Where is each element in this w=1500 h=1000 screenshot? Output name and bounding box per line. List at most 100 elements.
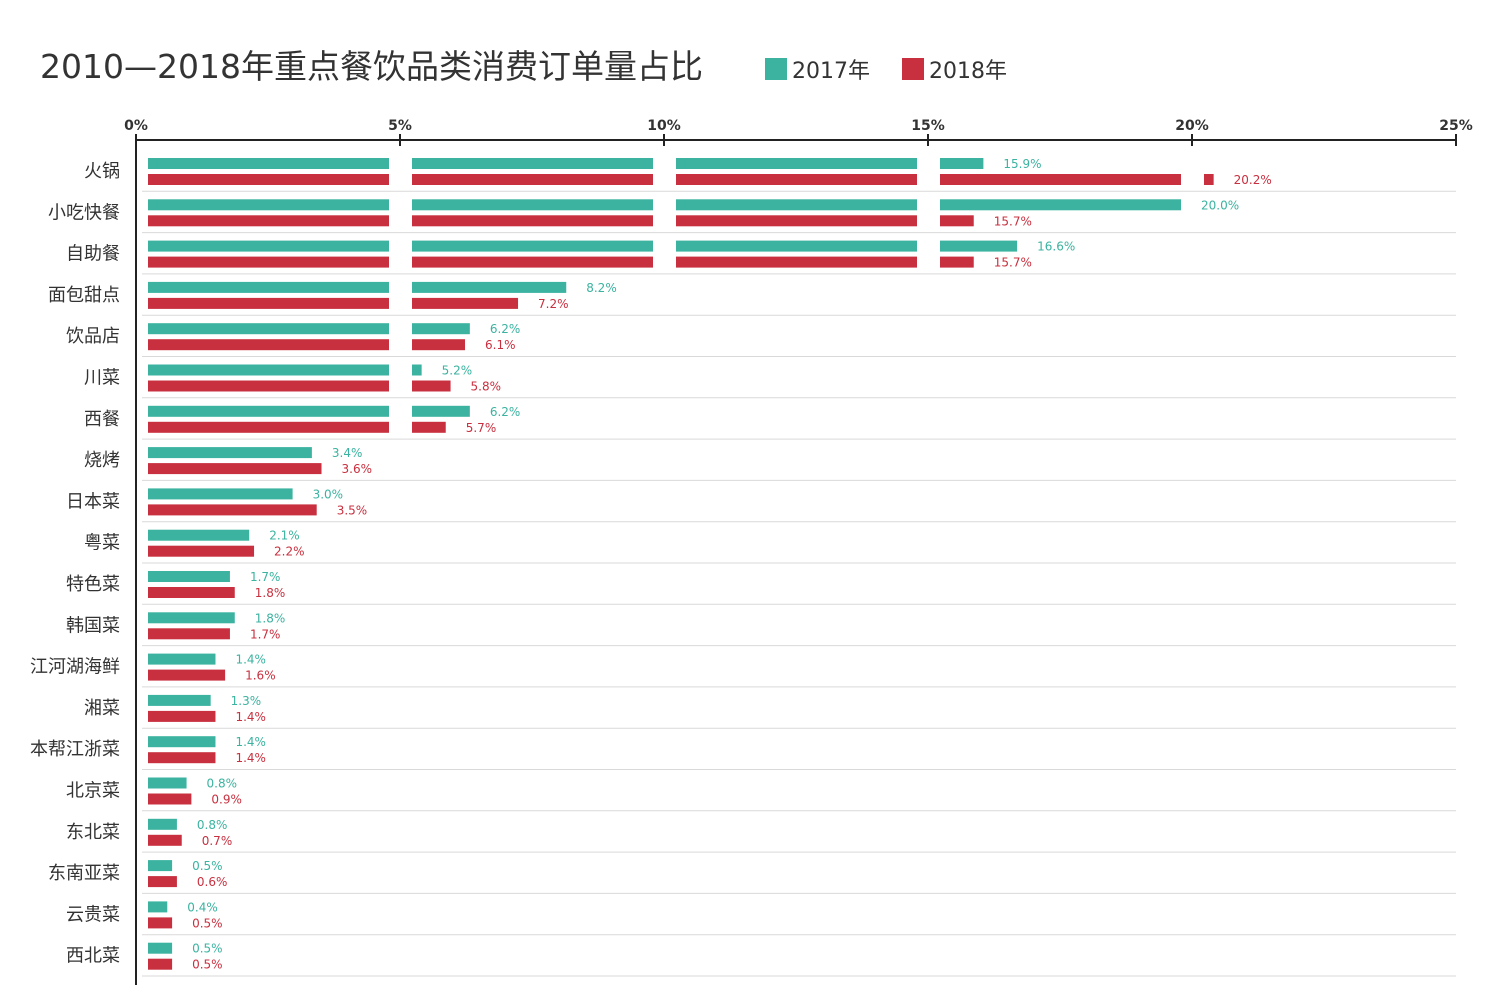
value-label-2018: 3.6% (342, 462, 373, 476)
bar-segment-2018 (148, 752, 216, 764)
bar-segment-2018 (148, 339, 389, 351)
x-tick-label: 25% (1439, 118, 1473, 134)
bar-segment-2017 (412, 405, 470, 417)
value-label-2017: 2.1% (269, 529, 300, 543)
value-label-2018: 20.2% (1234, 173, 1272, 187)
bar-segment-2017 (148, 240, 389, 252)
bar-segment-2017 (412, 158, 653, 169)
value-label-2017: 15.9% (1003, 157, 1041, 171)
value-label-2018: 1.7% (250, 627, 281, 641)
category-label: 北京菜 (66, 781, 120, 802)
bar-segment-2017 (940, 158, 984, 169)
bar-segment-2017 (148, 447, 312, 459)
bar-segment-2018 (148, 669, 226, 681)
bar-segment-2017 (148, 529, 250, 541)
bar-segment-2017 (412, 240, 653, 252)
value-label-2018: 1.4% (235, 751, 265, 765)
bar-segment-2018 (148, 958, 173, 970)
bar-segment-2017 (412, 364, 422, 376)
bar-segment-2017 (412, 281, 567, 293)
bar-segment-2017 (148, 364, 389, 376)
value-label-2018: 5.7% (466, 421, 497, 435)
value-label-2017: 1.8% (255, 611, 286, 625)
bar-segment-2018 (412, 380, 451, 392)
value-label-2017: 0.8% (197, 818, 228, 832)
value-label-2017: 1.3% (231, 694, 262, 708)
category-label: 面包甜点 (48, 285, 120, 306)
category-label: 东北菜 (66, 822, 120, 843)
legend-swatch-2018 (902, 58, 924, 80)
bar-segment-2018 (412, 297, 519, 309)
value-label-2018: 7.2% (538, 297, 569, 311)
bar-segment-2018 (412, 174, 653, 185)
category-labels: 火锅小吃快餐自助餐面包甜点饮品店川菜西餐烧烤日本菜粤菜特色菜韩国菜江河湖海鲜湘菜… (30, 161, 120, 967)
bar-segment-2018 (1204, 174, 1214, 185)
bar-segment-2017 (148, 818, 177, 830)
bar-segment-2017 (148, 777, 187, 789)
bar-segment-2017 (148, 694, 211, 706)
value-label-2017: 0.5% (192, 859, 223, 873)
category-label: 日本菜 (66, 491, 120, 512)
bar-segment-2017 (412, 199, 653, 211)
bar-segment-2018 (676, 215, 917, 227)
bar-segment-2017 (148, 323, 389, 335)
value-label-2018: 15.7% (994, 256, 1032, 270)
category-label: 云贵菜 (66, 904, 120, 925)
category-label: 粤菜 (84, 533, 120, 554)
value-label-2017: 3.4% (332, 446, 363, 460)
category-label: 自助餐 (66, 244, 120, 265)
legend-swatch-2017 (765, 58, 787, 80)
bars (148, 158, 1214, 970)
value-label-2017: 1.7% (250, 570, 281, 584)
bar-segment-2017 (148, 199, 389, 211)
bar-segment-2017 (676, 240, 917, 252)
bar-segment-2018 (412, 215, 653, 227)
category-label: 本帮江浙菜 (30, 739, 120, 760)
value-label-2018: 1.4% (235, 710, 265, 724)
legend: 2017年 2018年 (765, 58, 1007, 84)
value-label-2018: 3.5% (337, 503, 368, 517)
value-label-2018: 2.2% (274, 545, 305, 559)
category-label: 东南亚菜 (48, 863, 120, 884)
x-tick-label: 0% (124, 118, 148, 134)
category-label: 特色菜 (66, 574, 120, 595)
bar-segment-2017 (676, 158, 917, 169)
value-label-2017: 5.2% (442, 364, 473, 378)
category-label: 烧烤 (84, 450, 120, 471)
bar-segment-2017 (940, 199, 1181, 211)
value-label-2017: 6.2% (490, 405, 520, 419)
bar-segment-2017 (148, 653, 216, 665)
bar-segment-2018 (676, 256, 917, 268)
value-label-2018: 1.6% (245, 669, 276, 683)
category-label: 川菜 (84, 368, 120, 389)
value-label-2017: 1.4% (235, 653, 265, 667)
value-label-2018: 5.8% (471, 380, 502, 394)
value-label-2017: 6.2% (490, 322, 520, 336)
bar-segment-2018 (676, 174, 917, 185)
bar-segment-2018 (148, 545, 255, 557)
value-label-2017: 1.4% (235, 735, 265, 749)
bar-segment-2018 (148, 297, 389, 309)
bar-segment-2018 (412, 421, 446, 433)
bar-segment-2017 (412, 323, 470, 335)
bar-segment-2018 (148, 710, 216, 722)
value-labels: 15.9% 20.2% 20.0% 15.7% 16.6% 15.7% 8.2% 7.2% 6.… (187, 157, 1271, 972)
value-label-2017: 20.0% (1201, 198, 1239, 212)
bar-segment-2018 (940, 174, 1181, 185)
bar-segment-2017 (148, 281, 389, 293)
value-label-2018: 0.7% (202, 834, 233, 848)
bar-segment-2018 (148, 628, 230, 640)
bar-segment-2018 (148, 834, 182, 846)
bar-segment-2018 (148, 380, 389, 392)
value-label-2018: 0.9% (211, 793, 242, 807)
bar-segment-2017 (148, 612, 235, 624)
bar-segment-2017 (148, 901, 168, 913)
value-label-2017: 0.8% (207, 777, 238, 791)
x-axis: 0% 5% 10% 15% 20% 25% (124, 118, 1473, 985)
value-label-2018: 0.6% (197, 875, 228, 889)
category-label: 西北菜 (66, 946, 120, 967)
category-label: 火锅 (84, 161, 120, 182)
bar-segment-2017 (148, 405, 389, 417)
value-label-2018: 1.8% (255, 586, 286, 600)
bar-segment-2018 (148, 917, 173, 929)
